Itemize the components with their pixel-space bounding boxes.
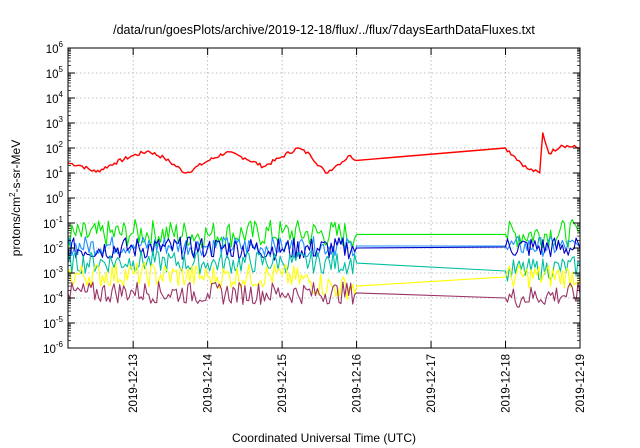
y-tick-exponent: 3 <box>59 115 64 124</box>
y-axis-label-suffix: -s-sr-MeV <box>9 140 23 193</box>
grid <box>68 48 580 348</box>
y-tick-label: 105 <box>46 65 64 81</box>
series-line <box>67 261 581 301</box>
y-tick-base: 10 <box>43 219 56 231</box>
y-tick-label: 10-4 <box>43 290 63 306</box>
y-tick-base: 10 <box>43 294 56 306</box>
y-tick-base: 10 <box>46 94 59 106</box>
y-axis-label-prefix: protons/cm <box>9 197 23 256</box>
series-line <box>67 250 581 282</box>
y-tick-label: 10-3 <box>43 265 63 281</box>
y-tick-base: 10 <box>46 144 59 156</box>
series-line <box>67 280 581 308</box>
y-tick-label: 104 <box>46 90 64 106</box>
x-tick-label: 2019-12-18 <box>501 354 513 413</box>
y-axis: 10-610-510-410-310-210-11001011021031041… <box>43 40 580 356</box>
y-tick-exponent: 2 <box>59 140 64 149</box>
y-tick-base: 10 <box>43 319 56 331</box>
x-tick-label: 2019-12-13 <box>128 354 140 413</box>
series-line <box>67 218 581 248</box>
y-tick-exponent: -6 <box>56 340 64 349</box>
y-tick-exponent: 0 <box>59 190 64 199</box>
y-tick-base: 10 <box>43 244 56 256</box>
y-tick-label: 10-5 <box>43 315 63 331</box>
x-tick-label: 2019-12-14 <box>203 353 215 412</box>
y-tick-base: 10 <box>46 194 59 206</box>
x-tick-label: 2019-12-15 <box>277 354 289 413</box>
x-tick-label: 2019-12-16 <box>352 354 364 413</box>
y-tick-exponent: 4 <box>59 90 64 99</box>
y-tick-base: 10 <box>46 119 59 131</box>
y-tick-base: 10 <box>46 69 59 81</box>
series-line <box>67 132 580 174</box>
y-tick-label: 10-2 <box>43 240 63 256</box>
y-tick-exponent: 5 <box>59 65 64 74</box>
x-axis: 2019-12-13 2019-12-14 2019-12-15 2019-12-16… <box>128 48 587 413</box>
y-tick-label: 10-6 <box>43 340 63 356</box>
y-tick-label: 10-1 <box>43 215 63 231</box>
y-axis-label-sup: 2 <box>8 192 17 197</box>
y-tick-base: 10 <box>43 344 56 356</box>
series-line <box>67 236 581 261</box>
x-axis-label: Coordinated Universal Time (UTC) <box>232 431 416 445</box>
y-tick-label: 102 <box>46 140 64 156</box>
y-tick-exponent: -2 <box>56 240 64 249</box>
y-tick-exponent: -4 <box>56 290 64 299</box>
x-tick-label: 2019-12-19 <box>575 354 587 413</box>
y-tick-exponent: 1 <box>59 165 64 174</box>
x-tick-label: 2019-12-17 <box>426 354 438 413</box>
y-tick-label: 101 <box>46 165 64 181</box>
y-tick-base: 10 <box>46 169 59 181</box>
y-tick-label: 106 <box>46 40 64 56</box>
y-tick-label: 103 <box>46 115 64 131</box>
y-tick-label: 100 <box>46 190 64 206</box>
y-axis-label: protons/cm2-s-sr-MeV <box>8 140 23 256</box>
y-tick-exponent: 6 <box>59 40 64 49</box>
y-tick-base: 10 <box>46 44 59 56</box>
y-tick-exponent: -3 <box>56 265 64 274</box>
y-tick-base: 10 <box>43 269 56 281</box>
y-tick-exponent: -1 <box>56 215 64 224</box>
chart-title: /data/run/goesPlots/archive/2019-12-18/f… <box>113 23 535 37</box>
series-group <box>67 132 581 308</box>
y-tick-exponent: -5 <box>56 315 64 324</box>
